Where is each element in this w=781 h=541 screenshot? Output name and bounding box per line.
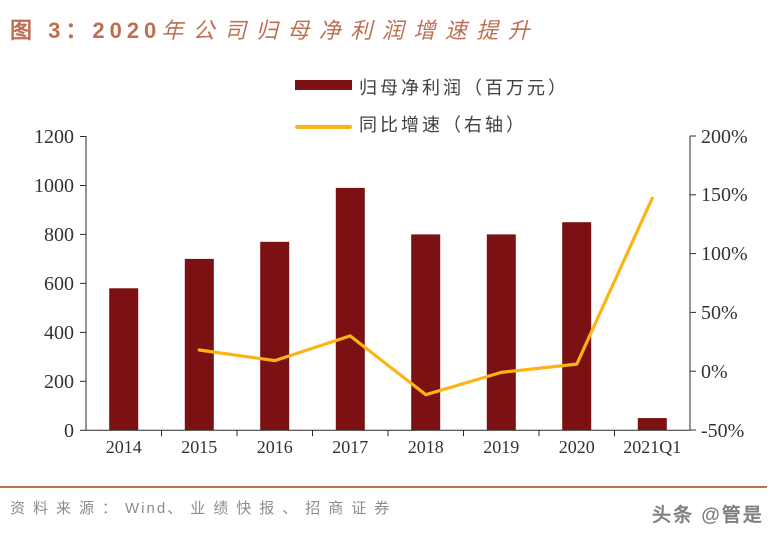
svg-text:800: 800 (44, 224, 74, 246)
svg-text:150%: 150% (701, 184, 748, 206)
svg-text:600: 600 (44, 273, 74, 295)
svg-text:2015: 2015 (181, 437, 217, 457)
svg-text:1200: 1200 (34, 126, 74, 148)
svg-text:100%: 100% (701, 243, 748, 265)
svg-text:2019: 2019 (483, 437, 519, 457)
svg-text:0: 0 (64, 420, 74, 442)
svg-text:2016: 2016 (257, 437, 293, 457)
svg-text:200: 200 (44, 371, 74, 393)
svg-text:0%: 0% (701, 361, 728, 383)
svg-text:2020: 2020 (559, 437, 595, 457)
svg-text:-50%: -50% (701, 420, 744, 442)
svg-text:400: 400 (44, 322, 74, 344)
svg-text:2017: 2017 (332, 437, 368, 457)
svg-text:200%: 200% (701, 126, 748, 148)
svg-text:2014: 2014 (106, 437, 142, 457)
svg-text:50%: 50% (701, 302, 738, 324)
svg-text:2018: 2018 (408, 437, 444, 457)
svg-text:1000: 1000 (34, 175, 74, 197)
svg-text:2021Q1: 2021Q1 (623, 437, 681, 457)
